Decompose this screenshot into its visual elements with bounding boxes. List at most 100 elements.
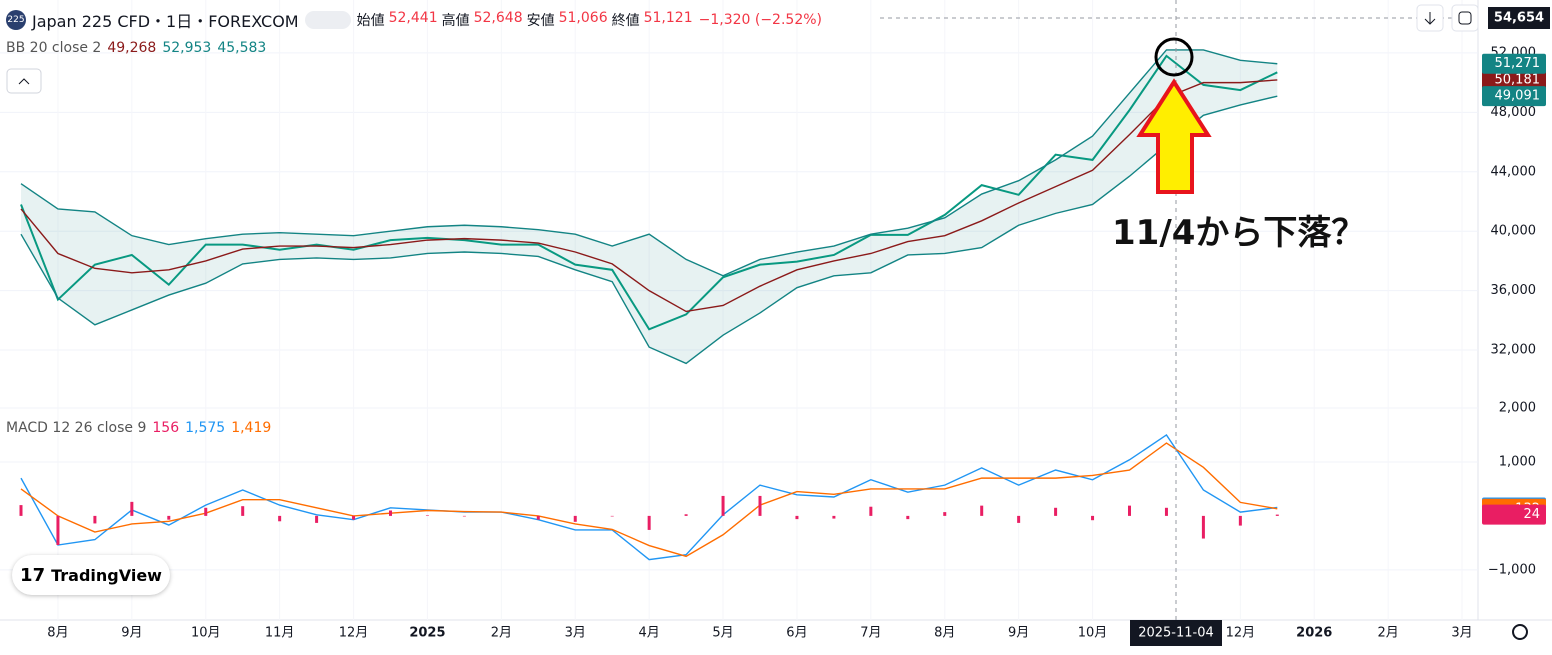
histogram-bar <box>56 515 60 546</box>
ohlc-value: 51,066 <box>558 10 608 26</box>
ohlc-label: 終値 <box>611 13 640 29</box>
histogram-bar <box>1017 515 1021 523</box>
histogram-bar <box>204 507 208 516</box>
x-tick-label: 8月 <box>47 626 68 641</box>
x-tick-label: 9月 <box>121 626 142 641</box>
y-tick-label: 36,000 <box>1491 283 1537 298</box>
crosshair-price-bg <box>1488 7 1550 29</box>
ohlc-value: 52,648 <box>473 10 523 26</box>
y-tick-label: 48,000 <box>1491 105 1537 120</box>
x-tick-label: 11月 <box>265 626 295 641</box>
indicator-value: 1,419 <box>231 420 272 436</box>
crosshair-date: 2025-11-04 <box>1138 626 1214 641</box>
y-tick-label: 32,000 <box>1491 343 1537 358</box>
ohlc-label: 安値 <box>526 13 555 29</box>
histogram-bar <box>980 505 984 516</box>
x-tick-label: 4月 <box>639 626 660 641</box>
series-line <box>20 442 1278 558</box>
ohlc-value: 52,441 <box>388 10 438 26</box>
histogram-bar <box>1091 515 1095 521</box>
symbol-title: Japan 225 CFD・1日・FOREXCOM <box>32 12 299 31</box>
x-tick-label: 9月 <box>1008 626 1029 641</box>
settings-button[interactable] <box>1512 624 1528 640</box>
x-tick-label: 6月 <box>786 626 807 641</box>
x-tick-label: 8月 <box>934 626 955 641</box>
crosshair-date-bg <box>1130 620 1222 646</box>
indicator-value: 156 <box>152 420 180 436</box>
ohlc-label: 高値 <box>441 13 470 29</box>
y-tick-label: 44,000 <box>1491 164 1537 179</box>
x-tick-label: 2026 <box>1296 626 1332 641</box>
indicator-value: 45,583 <box>217 40 267 56</box>
histogram-bar <box>795 515 799 520</box>
histogram-bar <box>278 515 282 522</box>
scroll-icon <box>1424 12 1436 25</box>
status-pill <box>304 11 351 29</box>
histogram-bar <box>1128 505 1131 516</box>
series-line <box>20 434 1278 561</box>
histogram-bar <box>389 510 392 516</box>
histogram-bar <box>536 515 540 520</box>
series-line <box>20 54 1278 331</box>
histogram-bar <box>1238 515 1242 526</box>
histogram-bar <box>93 515 97 524</box>
indicator-value: 49,268 <box>107 40 157 56</box>
histogram-bar <box>721 495 725 516</box>
collapse-button[interactable] <box>6 68 42 94</box>
last-value-label: 50,181 <box>1495 72 1541 87</box>
logo-mark: 𝟭𝟳 <box>20 564 46 586</box>
y-tick-label: 1,000 <box>1499 454 1536 469</box>
indicator-name: BB 20 close 2 <box>6 40 102 56</box>
series-line <box>20 79 1278 313</box>
crosshair-price: 54,654 <box>1494 11 1544 26</box>
symbol-badge: 225 <box>6 10 26 30</box>
ohlc: 始値 52,441 高値 52,648 安値 51,066 終値 51,121 <box>357 10 693 30</box>
bb-legend: BB 20 close 2 49,268 52,953 45,583 <box>6 40 266 56</box>
y-tick-label: 2,000 <box>1499 401 1536 416</box>
collapse-icon <box>18 78 30 85</box>
last-value-label: 24 <box>1523 507 1540 522</box>
last-value-bg <box>1482 86 1546 107</box>
reset-button[interactable] <box>1451 4 1479 32</box>
last-value-bg <box>1482 53 1546 74</box>
x-tick-label: 7月 <box>860 626 881 641</box>
x-tick-label: 10月 <box>1078 626 1108 641</box>
logo-text: TradingView <box>51 565 162 585</box>
histogram-bar <box>758 495 762 516</box>
x-tick-label: 3月 <box>565 626 586 641</box>
annotation: 11/4から下落？ <box>1112 213 1366 253</box>
macd-legend: MACD 12 26 close 9 156 1,575 1,419 <box>6 420 271 436</box>
histogram-bar <box>352 515 356 520</box>
ohlc-label: 始値 <box>356 13 385 29</box>
histogram-bar <box>573 515 577 522</box>
x-tick-label: 12月 <box>339 626 369 641</box>
indicator-name: MACD 12 26 close 9 <box>6 420 147 436</box>
histogram-bar <box>425 515 429 516</box>
indicator-value: 1,575 <box>185 420 226 436</box>
histogram-bar <box>647 515 651 530</box>
histogram-bar <box>943 512 947 516</box>
x-tick-label: 2月 <box>1378 626 1399 641</box>
series-line <box>20 95 1278 365</box>
histogram-bar <box>832 515 836 519</box>
last-value-bg <box>1482 69 1546 90</box>
symbol-legend: 225 Japan 225 CFD・1日・FOREXCOM 始値 52,441 高値… <box>6 8 822 32</box>
arrow <box>1136 78 1212 194</box>
change: −1,320 (−2.52%) <box>698 12 822 28</box>
last-value-label: 51,271 <box>1495 56 1541 71</box>
x-tick-label: 12月 <box>1226 626 1256 641</box>
histogram-bar <box>462 515 466 517</box>
histogram-bar <box>610 515 614 517</box>
x-tick-label: 3月 <box>1451 626 1472 641</box>
series-line <box>20 49 1278 277</box>
histogram-bar <box>167 515 171 520</box>
bb-fill <box>21 49 1278 364</box>
last-value-bg <box>1482 504 1546 525</box>
histogram-bar <box>906 515 910 520</box>
histogram-bar <box>315 515 319 523</box>
histogram-bar <box>1201 515 1205 539</box>
x-tick-label: 5月 <box>712 626 733 641</box>
histogram-bar <box>1275 514 1279 516</box>
